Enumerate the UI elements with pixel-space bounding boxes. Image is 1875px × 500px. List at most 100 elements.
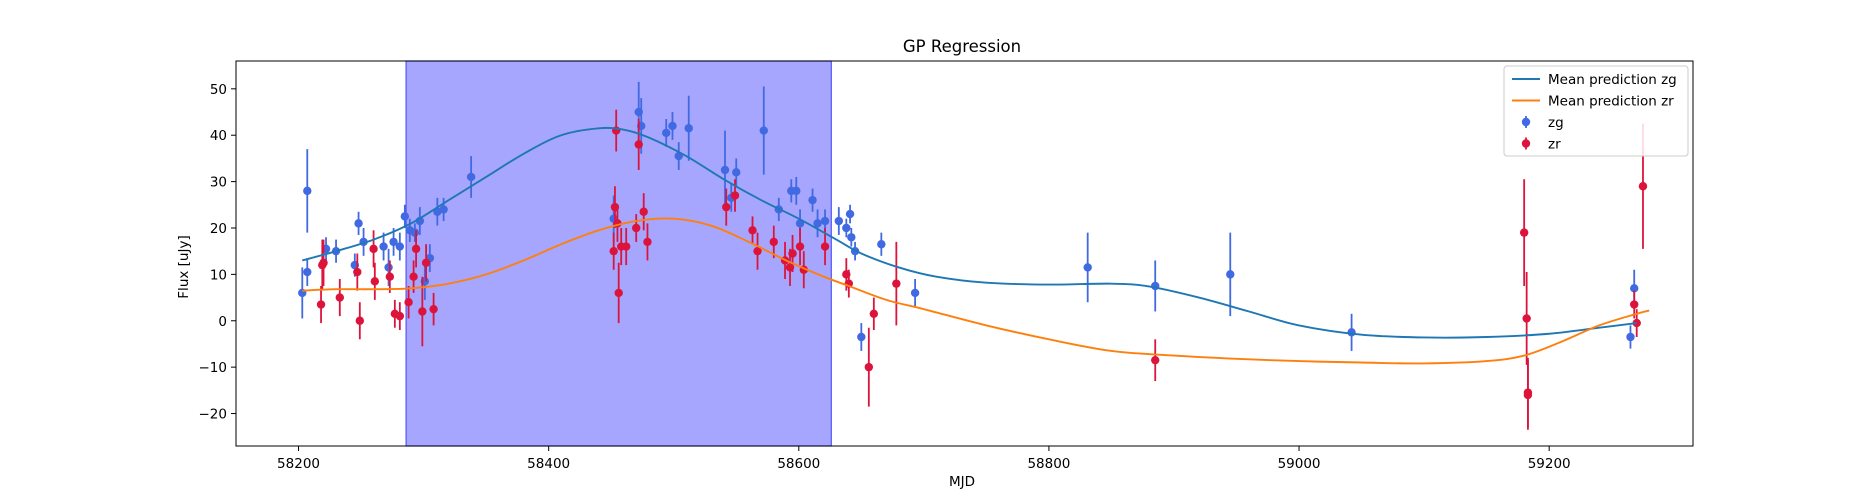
y-tick-label: 10 [210,267,227,283]
y-axis-label: Flux [uJy] [176,235,192,298]
point-zr [643,237,652,247]
x-tick-label: 58800 [1027,456,1070,472]
point-zr [788,249,797,258]
point-zg [379,242,388,251]
point-zr [316,300,326,309]
point-zr [609,246,618,256]
point-zg [857,332,866,342]
point-zg [1083,263,1092,272]
point-zr [820,242,830,251]
y-tick-label: 40 [210,128,227,144]
point-zg [845,209,855,219]
mean-line-zr [302,217,1650,365]
point-zg [1226,270,1235,279]
point-zg [303,186,312,196]
point-zr [864,362,874,372]
point-zg [732,168,741,177]
point-zr [730,191,740,200]
point-zr [1632,318,1641,328]
y-tick-label: −20 [199,407,228,423]
y-tick-label: −10 [199,360,228,376]
point-zr [1522,314,1531,323]
point-zr [1523,388,1533,397]
point-zg [303,267,312,277]
point-zg [808,195,817,205]
point-zr [1519,228,1529,237]
point-zg [792,186,801,196]
point-zr [353,267,362,277]
legend-swatch-marker [1521,117,1531,127]
legend-swatch-marker [1521,139,1531,148]
point-zg [668,121,677,131]
point-zg [910,288,920,298]
point-zg [354,219,363,228]
x-axis-label: MJD [949,474,975,490]
point-zg [384,263,393,272]
legend-box [1503,65,1689,157]
point-zg [834,216,844,226]
point-zr [385,272,395,281]
point-zr [614,288,623,298]
y-tick-label: 50 [210,82,227,98]
legend-label: zr [1548,137,1561,153]
x-tick-label: 58400 [527,456,570,472]
legend-label: Mean prediction zg [1548,72,1677,88]
point-zg [400,212,410,221]
point-zg [720,165,730,175]
point-zr [639,207,648,216]
point-zg [389,237,398,247]
point-zr [429,304,438,314]
point-zg [820,216,830,226]
x-tick-label: 59000 [1278,456,1321,472]
shaded-region [405,60,832,447]
point-zr [421,258,431,267]
point-zr [395,311,405,321]
point-zr [748,226,757,235]
point-zr [753,246,762,256]
x-tick-label: 58600 [777,456,820,472]
chart-title: GP Regression [903,37,1021,56]
y-tick-label: 0 [218,314,227,330]
point-zr [892,279,901,288]
mean-line-zg [302,126,1637,339]
point-zr [1151,355,1160,365]
point-zg [847,233,856,242]
point-zg [1630,284,1639,293]
point-zr [369,244,378,254]
point-zr [632,223,641,233]
series-zg [298,81,1639,351]
point-zr [409,272,418,281]
point-zr [1630,300,1639,309]
y-tick-label: 20 [210,221,227,237]
point-zr [355,316,365,325]
point-zg [395,242,405,251]
point-zr [404,298,413,307]
plot-frame [235,60,1694,447]
point-zg [759,126,768,135]
point-zg [684,124,693,133]
point-zg [1626,332,1635,342]
point-zr [634,140,643,149]
point-zg [410,228,420,237]
point-zg [877,240,886,249]
legend: Mean prediction zg Mean prediction zr zg zr [1503,65,1689,157]
point-zg [439,205,448,214]
point-zr [1638,182,1648,191]
point-zr [769,237,778,247]
point-zr [319,258,328,267]
point-zr [722,202,731,212]
point-zr [411,244,421,254]
point-zr [418,307,427,316]
point-zr [622,242,631,251]
point-zg [466,172,476,182]
legend-label: Mean prediction zr [1548,94,1674,110]
point-zg [662,128,671,138]
y-tick-label: 30 [210,175,227,191]
point-zr [869,309,879,319]
point-zr [335,293,345,302]
legend-label: zg [1548,115,1564,131]
point-zr [370,277,380,286]
series-zr [316,109,1648,430]
x-tick-label: 58200 [277,456,320,472]
